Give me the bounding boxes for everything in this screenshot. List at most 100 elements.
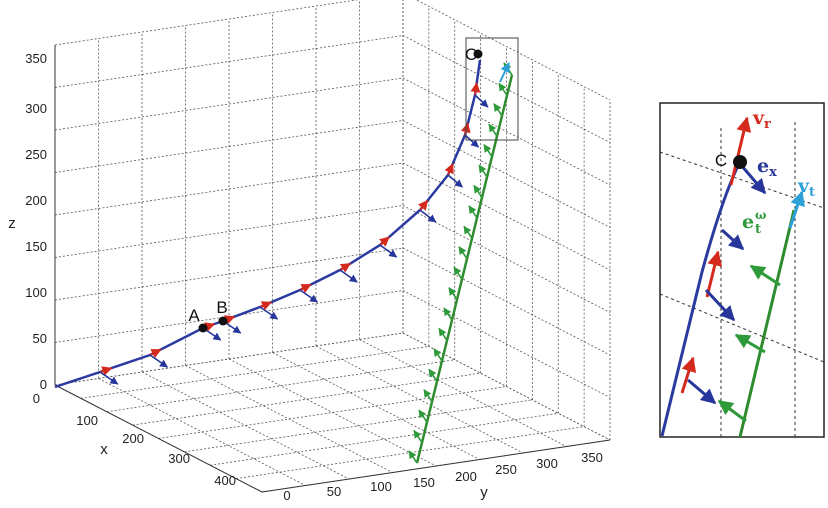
- blue-arrow: [149, 354, 169, 368]
- green-arrow: [488, 123, 498, 137]
- blue-arrow-group: [99, 94, 489, 385]
- grid-line: [315, 345, 524, 454]
- green-arrow: [458, 246, 468, 260]
- red-arrow: [149, 348, 162, 359]
- zoom-region-box: [465, 37, 519, 141]
- inset-blue-arrows: [687, 164, 767, 405]
- x-tick-label: 400: [214, 473, 236, 488]
- z-tick-label: 250: [25, 147, 47, 162]
- grid-line: [54, 35, 404, 88]
- grid-lines: [54, 0, 611, 493]
- y-tick-label: 250: [495, 462, 517, 477]
- grid-line: [54, 0, 359, 46]
- point-b: [218, 316, 228, 326]
- blue-arrow: [447, 174, 463, 188]
- et-omega-label: e t ω: [742, 208, 767, 237]
- green-arrow: [423, 389, 433, 403]
- grid-line: [402, 332, 611, 441]
- grid-line: [106, 359, 455, 413]
- point-c-label: C: [465, 45, 477, 64]
- point-a-label: A: [188, 306, 200, 325]
- red-arrow: [444, 163, 454, 176]
- green-arrow: [468, 205, 478, 219]
- grid-line: [54, 120, 404, 173]
- z-tick-label: 150: [25, 239, 47, 254]
- blue-arrow: [464, 134, 480, 148]
- x-tick-label: 300: [168, 451, 190, 466]
- grid-line: [359, 339, 567, 447]
- green-arrow: [413, 429, 423, 444]
- green-arrow: [408, 450, 418, 464]
- axis-line: [261, 439, 611, 493]
- grid-line: [228, 358, 437, 467]
- main-3d-plot: 0 50 100 150 200 250 300 350 0 100 200 3…: [8, 0, 611, 503]
- grid-line: [402, 290, 611, 398]
- green-arrow: [453, 266, 463, 280]
- x-axis-label: x: [100, 441, 108, 458]
- x-tick-label: 0: [33, 391, 40, 406]
- y-tick-label: 150: [413, 475, 435, 490]
- x-axis-ticks: 0 100 200 300 400: [33, 391, 236, 488]
- inset-point-c: [733, 155, 747, 169]
- red-arrow: [417, 199, 429, 211]
- green-arrow-group: [408, 62, 513, 464]
- y-tick-label: 100: [370, 479, 392, 494]
- green-arrow: [443, 307, 453, 321]
- blue-arrow: [99, 371, 119, 385]
- vt-label: vt: [797, 175, 815, 200]
- z-tick-label: 300: [25, 101, 47, 116]
- grid-line: [402, 205, 611, 313]
- cyan-arrow: [499, 62, 510, 83]
- trajectory-curve: [54, 59, 482, 389]
- grid-line: [54, 290, 404, 343]
- red-arrow: [378, 236, 390, 247]
- inset-c-label: C: [715, 151, 727, 170]
- grid-line: [402, 162, 611, 271]
- grid-line: [132, 372, 481, 426]
- red-arrow: [299, 283, 312, 294]
- grid-line: [141, 371, 350, 480]
- z-tick-label: 50: [33, 331, 47, 346]
- grid-line: [80, 345, 429, 399]
- zoom-inset: C vr ex vt e t ω: [659, 102, 825, 438]
- grid-line: [54, 205, 404, 258]
- green-arrow: [418, 409, 428, 423]
- axis-line: [54, 384, 263, 493]
- inset-cyan-arrow: [788, 190, 805, 229]
- green-arrow: [428, 368, 438, 382]
- z-axis-label: z: [8, 215, 16, 232]
- green-arrow: [463, 225, 473, 239]
- green-arrow: [493, 103, 503, 117]
- blue-arrow: [379, 244, 398, 258]
- grid-line: [415, 0, 611, 101]
- z-tick-label: 350: [25, 51, 47, 66]
- grid-line: [210, 412, 559, 466]
- y-tick-label: 350: [581, 450, 603, 465]
- grid-line: [98, 378, 306, 486]
- x-tick-label: 100: [76, 413, 98, 428]
- ex-label: ex: [757, 155, 777, 180]
- grid-line: [272, 352, 480, 460]
- z-tick-label: 200: [25, 193, 47, 208]
- grid-line: [185, 365, 393, 473]
- green-arrow: [433, 348, 443, 362]
- grid-line: [54, 247, 404, 301]
- green-arrow: [483, 144, 493, 158]
- z-axis-ticks: 0 50 100 150 200 250 300 350: [25, 51, 47, 392]
- inset-green-arrows: [717, 264, 781, 423]
- red-arrow: [99, 366, 113, 376]
- green-arrow: [438, 327, 448, 341]
- red-arrow: [259, 301, 272, 311]
- y-tick-label: 50: [327, 484, 341, 499]
- green-arrow: [473, 184, 483, 198]
- grid-line: [158, 386, 507, 439]
- y-tick-label: 200: [455, 469, 477, 484]
- vr-label: vr: [752, 107, 771, 132]
- axes-box: [54, 45, 611, 493]
- grid-line: [402, 120, 611, 228]
- grid-line: [54, 77, 404, 131]
- point-c: [473, 49, 483, 59]
- y-axis-label: y: [480, 484, 488, 501]
- z-tick-label: 100: [25, 285, 47, 300]
